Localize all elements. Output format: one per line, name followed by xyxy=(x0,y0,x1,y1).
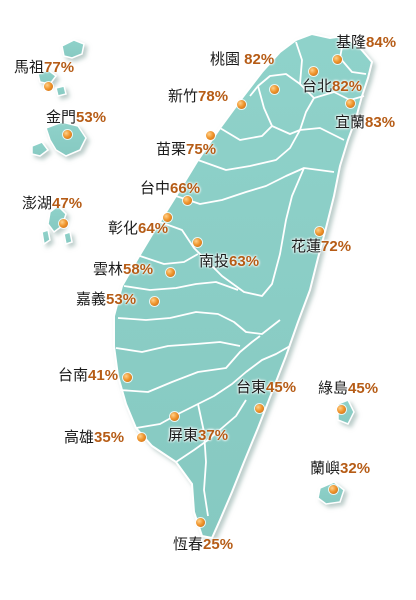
label-miaoli[interactable]: 苗栗75% xyxy=(156,140,216,159)
label-tainan-name: 台南 xyxy=(58,366,89,384)
label-yilan-value: 83% xyxy=(365,114,396,131)
label-greenisland[interactable]: 綠島45% xyxy=(318,379,378,398)
label-chiayi-name: 嘉義 xyxy=(76,290,107,308)
label-orchid-value: 32% xyxy=(340,460,371,477)
label-greenisland-value: 45% xyxy=(348,380,379,397)
county-borders xyxy=(115,35,367,517)
label-kinmen-value: 53% xyxy=(76,109,107,126)
label-yilan-name: 宜蘭 xyxy=(335,113,366,131)
marker-greenisland[interactable] xyxy=(337,405,346,414)
marker-penghu[interactable] xyxy=(59,219,68,228)
label-taichung[interactable]: 台中66% xyxy=(140,179,200,198)
label-chiayi[interactable]: 嘉義53% xyxy=(76,290,136,309)
label-hualien-value: 72% xyxy=(321,238,352,255)
label-penghu[interactable]: 澎湖47% xyxy=(22,194,82,213)
label-yunlin-value: 58% xyxy=(123,261,154,278)
marker-taichung[interactable] xyxy=(183,196,192,205)
label-yunlin-name: 雲林 xyxy=(93,260,124,278)
marker-mazu[interactable] xyxy=(44,82,53,91)
marker-pingtung[interactable] xyxy=(170,412,179,421)
label-taitung-value: 45% xyxy=(266,379,297,396)
label-taipei-value: 82% xyxy=(332,78,363,95)
label-tainan[interactable]: 台南41% xyxy=(58,366,118,385)
label-taoyuan-name: 桃園 xyxy=(210,50,241,68)
label-changhua-value: 64% xyxy=(138,220,169,237)
marker-hsinchu[interactable] xyxy=(237,100,246,109)
label-changhua[interactable]: 彰化64% xyxy=(108,219,168,238)
label-hengchun-value: 25% xyxy=(203,536,234,553)
label-tainan-value: 41% xyxy=(88,367,119,384)
label-kaohsiung-value: 35% xyxy=(94,429,125,446)
marker-taoyuan[interactable] xyxy=(270,85,279,94)
label-mazu-name: 馬祖 xyxy=(14,58,45,76)
marker-miaoli[interactable] xyxy=(206,131,215,140)
marker-taitung[interactable] xyxy=(255,404,264,413)
label-kinmen-name: 金門 xyxy=(46,108,77,126)
label-miaoli-name: 苗栗 xyxy=(156,140,187,158)
label-taichung-name: 台中 xyxy=(140,179,171,197)
label-taipei[interactable]: 台北82% xyxy=(302,77,362,96)
marker-yilan[interactable] xyxy=(346,99,355,108)
label-hualien[interactable]: 花蓮72% xyxy=(291,237,351,256)
label-taitung[interactable]: 台東45% xyxy=(236,378,296,397)
marker-keelung[interactable] xyxy=(333,55,342,64)
label-kaohsiung[interactable]: 高雄35% xyxy=(64,428,124,447)
label-pingtung-value: 37% xyxy=(198,427,229,444)
label-mazu[interactable]: 馬祖77% xyxy=(14,58,74,77)
label-changhua-name: 彰化 xyxy=(108,219,139,237)
label-orchid-name: 蘭嶼 xyxy=(310,459,341,477)
label-taoyuan-value: 82% xyxy=(240,51,275,68)
marker-changhua[interactable] xyxy=(163,213,172,222)
marker-yunlin[interactable] xyxy=(166,268,175,277)
label-keelung-value: 84% xyxy=(366,34,397,51)
label-taipei-name: 台北 xyxy=(302,77,333,95)
label-nantou-value: 63% xyxy=(229,253,260,270)
marker-hengchun[interactable] xyxy=(196,518,205,527)
marker-kinmen[interactable] xyxy=(63,130,72,139)
marker-kaohsiung[interactable] xyxy=(137,433,146,442)
label-miaoli-value: 75% xyxy=(186,141,217,158)
label-orchid[interactable]: 蘭嶼32% xyxy=(310,459,370,478)
label-yunlin[interactable]: 雲林58% xyxy=(93,260,153,279)
label-pingtung-name: 屏東 xyxy=(168,426,199,444)
marker-tainan[interactable] xyxy=(123,373,132,382)
label-keelung[interactable]: 基隆84% xyxy=(336,33,396,52)
label-kinmen[interactable]: 金門53% xyxy=(46,108,106,127)
kinmen-island xyxy=(45,121,87,157)
label-keelung-name: 基隆 xyxy=(336,33,367,51)
label-hsinchu-value: 78% xyxy=(198,88,229,105)
label-greenisland-name: 綠島 xyxy=(318,379,349,397)
label-hsinchu-name: 新竹 xyxy=(168,87,199,105)
label-taichung-value: 66% xyxy=(170,180,201,197)
label-pingtung[interactable]: 屏東37% xyxy=(168,426,228,445)
label-taitung-name: 台東 xyxy=(236,378,267,396)
label-hualien-name: 花蓮 xyxy=(291,237,322,255)
label-penghu-value: 47% xyxy=(52,195,83,212)
label-hengchun[interactable]: 恆春25% xyxy=(173,535,233,554)
label-kaohsiung-name: 高雄 xyxy=(64,428,95,446)
label-taoyuan[interactable]: 桃園 82% xyxy=(210,50,274,69)
label-nantou[interactable]: 南投63% xyxy=(199,252,259,271)
label-hengchun-name: 恆春 xyxy=(173,535,204,553)
label-mazu-value: 77% xyxy=(44,59,75,76)
marker-nantou[interactable] xyxy=(193,238,202,247)
label-penghu-name: 澎湖 xyxy=(22,194,53,212)
label-chiayi-value: 53% xyxy=(106,291,137,308)
marker-taipei[interactable] xyxy=(309,67,318,76)
label-yilan[interactable]: 宜蘭83% xyxy=(335,113,395,132)
label-hsinchu[interactable]: 新竹78% xyxy=(168,87,228,106)
marker-hualien[interactable] xyxy=(315,227,324,236)
label-nantou-name: 南投 xyxy=(199,252,230,270)
marker-chiayi[interactable] xyxy=(150,297,159,306)
mazu-island xyxy=(61,39,85,59)
marker-orchid[interactable] xyxy=(329,485,338,494)
